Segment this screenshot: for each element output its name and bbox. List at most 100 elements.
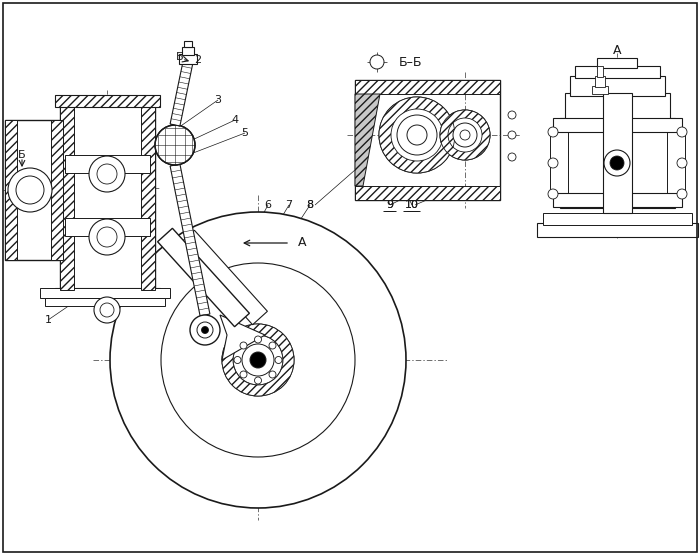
Polygon shape: [170, 61, 193, 126]
Circle shape: [255, 336, 262, 343]
Text: 9: 9: [386, 200, 393, 210]
Bar: [543, 213, 692, 225]
Circle shape: [407, 125, 427, 145]
Text: Б: Б: [176, 52, 184, 62]
Circle shape: [94, 297, 120, 323]
Wedge shape: [222, 324, 294, 396]
Bar: [355, 80, 500, 200]
Circle shape: [460, 130, 470, 140]
Bar: [550, 132, 568, 194]
Text: А: А: [612, 43, 622, 57]
Circle shape: [548, 127, 558, 137]
Bar: [5, 120, 63, 260]
Bar: [65, 218, 150, 236]
Bar: [553, 193, 682, 207]
Circle shape: [604, 150, 630, 176]
Bar: [65, 155, 150, 173]
Circle shape: [548, 158, 558, 168]
Text: 4: 4: [232, 115, 239, 125]
Bar: [55, 95, 160, 107]
Polygon shape: [180, 230, 267, 325]
Bar: [51, 120, 63, 260]
Text: Б: Б: [18, 150, 26, 160]
Bar: [60, 105, 155, 290]
Circle shape: [250, 352, 266, 368]
Circle shape: [155, 125, 195, 165]
Circle shape: [548, 189, 558, 199]
Text: 8: 8: [307, 200, 314, 210]
Bar: [603, 93, 632, 213]
Circle shape: [677, 189, 687, 199]
Circle shape: [233, 335, 283, 385]
Circle shape: [397, 115, 437, 155]
Text: 10: 10: [405, 200, 419, 210]
Circle shape: [610, 156, 624, 170]
Bar: [184, 41, 192, 47]
Bar: [565, 93, 670, 121]
Bar: [537, 223, 698, 237]
Circle shape: [161, 263, 355, 457]
Polygon shape: [355, 94, 380, 186]
Circle shape: [677, 127, 687, 137]
Circle shape: [8, 168, 52, 212]
Text: 1: 1: [45, 315, 52, 325]
Text: 5: 5: [241, 128, 248, 138]
Text: 3: 3: [214, 95, 221, 105]
Bar: [141, 105, 155, 290]
Text: 8: 8: [307, 200, 314, 210]
Bar: [355, 186, 500, 200]
Bar: [60, 105, 74, 290]
Circle shape: [89, 156, 125, 192]
Circle shape: [16, 176, 44, 204]
Wedge shape: [379, 97, 455, 173]
Polygon shape: [220, 315, 265, 360]
Bar: [182, 47, 194, 55]
Circle shape: [269, 342, 276, 349]
Circle shape: [197, 322, 213, 338]
Text: Б–Б: Б–Б: [398, 57, 421, 69]
Bar: [355, 80, 500, 94]
Circle shape: [242, 344, 274, 376]
Text: А: А: [298, 236, 307, 250]
Bar: [560, 118, 675, 208]
Text: 10: 10: [405, 200, 419, 210]
Bar: [179, 54, 197, 64]
Polygon shape: [170, 164, 210, 316]
Text: 7: 7: [286, 200, 293, 210]
Bar: [40, 288, 170, 298]
Circle shape: [100, 303, 114, 317]
Circle shape: [275, 356, 282, 364]
Circle shape: [97, 227, 117, 247]
Text: 9: 9: [386, 200, 393, 210]
Circle shape: [508, 111, 516, 119]
Bar: [597, 66, 603, 77]
Circle shape: [240, 342, 247, 349]
Circle shape: [508, 131, 516, 139]
Bar: [553, 118, 682, 132]
Circle shape: [269, 371, 276, 378]
Circle shape: [453, 123, 477, 147]
Bar: [597, 58, 637, 68]
Circle shape: [508, 153, 516, 161]
Circle shape: [190, 315, 220, 345]
Text: 6: 6: [265, 200, 272, 210]
Circle shape: [110, 212, 406, 508]
Bar: [45, 298, 165, 306]
Circle shape: [370, 55, 384, 69]
Circle shape: [89, 219, 125, 255]
Circle shape: [234, 356, 241, 364]
Circle shape: [240, 371, 247, 378]
Bar: [667, 132, 685, 194]
Polygon shape: [158, 228, 249, 327]
Text: 2: 2: [195, 55, 202, 65]
Circle shape: [440, 110, 490, 160]
Circle shape: [202, 326, 209, 334]
Circle shape: [379, 97, 455, 173]
Wedge shape: [440, 110, 490, 160]
Circle shape: [97, 164, 117, 184]
Bar: [575, 66, 660, 78]
Bar: [55, 288, 160, 302]
Bar: [592, 86, 608, 94]
Bar: [595, 76, 605, 87]
Circle shape: [677, 158, 687, 168]
